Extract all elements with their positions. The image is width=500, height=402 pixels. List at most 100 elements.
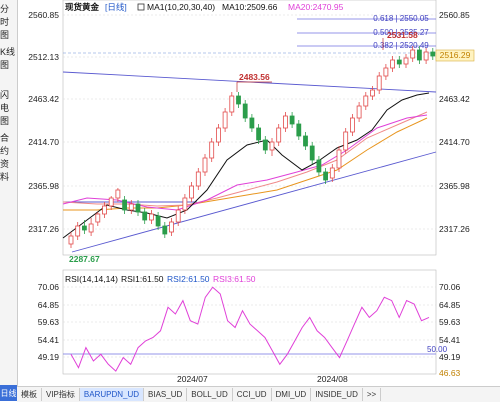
symbol-name: 现货黄金 (65, 2, 100, 12)
indicator-tab[interactable]: 模板 (17, 388, 42, 401)
price-axis-left-label: 2317.26 (28, 224, 59, 234)
rsi-axis-left-label: 54.41 (38, 335, 60, 345)
price-axis-left-label: 2560.85 (28, 10, 59, 20)
candle-body (309, 145, 315, 161)
indicator-tab[interactable]: BARUPDN_UD (79, 388, 145, 401)
price-axis-right: 2560.85 2463.42 2414.70 2365.98 2317.26 (439, 10, 470, 234)
sidebar-item[interactable]: 闪电图 (0, 88, 17, 127)
ma10-value: MA10:2509.66 (222, 2, 278, 12)
indicator-tab[interactable]: >> (363, 388, 382, 401)
candle-body (88, 223, 94, 233)
candlestick-series (68, 46, 436, 248)
rsi2-value: RSI2:61.50 (167, 274, 210, 284)
rsi-axis-left-label: 59.63 (38, 317, 60, 327)
ma30-line (62, 111, 428, 207)
candle-body (269, 141, 275, 151)
fib-level-0500: 0.500 | 2535.27 (373, 28, 429, 37)
sidebar-item-label: 图 (0, 116, 10, 126)
candle-body (316, 159, 322, 173)
candle-body (303, 135, 308, 147)
sidebar-item-label: K (0, 47, 7, 57)
indicator-toggle-icon[interactable] (137, 3, 145, 11)
indicator-tab[interactable]: INSIDE_UD (311, 388, 363, 401)
indicator-tab[interactable]: DMI_UD (272, 388, 312, 401)
sidebar-item[interactable]: 合约资料 (0, 131, 17, 183)
candle-body (195, 171, 201, 187)
price-axis-right-label: 2463.42 (439, 94, 470, 104)
indicator-tab[interactable]: VIP指标 (42, 388, 80, 401)
candle-body (102, 205, 107, 215)
date-label: 2024/08 (317, 374, 348, 384)
indicator-tab[interactable]: CCI_UD (233, 388, 272, 401)
candle-body (202, 157, 208, 173)
rsi-level-50-label: 50.00 (427, 345, 448, 354)
rsi-header: RSI(14,14,14) RSI1:61.50 RSI2:61.50 RSI3… (65, 274, 256, 284)
price-axis-right-label: 2414.70 (439, 137, 470, 147)
candle-body (262, 139, 268, 151)
candle-body (115, 189, 121, 199)
candle-body (175, 209, 181, 223)
candle-body (68, 235, 74, 245)
rsi-axis-left-label: 64.85 (38, 300, 60, 310)
candle-body (376, 75, 382, 91)
candle-body (296, 123, 302, 137)
sidebar-item-label: 合 (0, 133, 10, 143)
sidebar-item-label: 时 (0, 17, 10, 27)
rsi-axis-right: 70.06 64.85 59.63 54.41 49.19 46.63 (439, 282, 461, 378)
rsi-title: RSI(14,14,14) (65, 274, 118, 284)
candle-body (242, 103, 248, 119)
indicator-tab[interactable]: BIAS_UD (144, 388, 188, 401)
candle-body (256, 127, 262, 141)
candle-body (229, 95, 235, 113)
indicator-tab-bar: 模板 VIP指标 BARUPDN_UD BIAS_UD BOLL_UD CCI_UD DMI… (17, 386, 500, 402)
indicator-tab[interactable]: BOLL_UD (187, 388, 233, 401)
timeframe-label: 日线 (0, 388, 17, 398)
high-mark-label: 2531.58 (387, 30, 418, 40)
fib-level-0382: 0.382 | 2520.49 (373, 41, 429, 50)
rsi3-value: RSI3:61.50 (213, 274, 256, 284)
period-label: [日线] (105, 2, 127, 12)
ma40-line (63, 117, 428, 211)
rsi-axis-right-label: 59.63 (439, 317, 461, 327)
price-axis-left-label: 2365.98 (28, 181, 59, 191)
candle-body (128, 203, 134, 211)
candle-body (410, 49, 416, 59)
price-axis-left: 2560.85 2512.13 2463.42 2414.70 2365.98 … (28, 10, 59, 234)
rsi1-value: RSI1:61.50 (121, 274, 164, 284)
rsi-axis-right-label: 49.19 (439, 352, 461, 362)
rsi-axis-right-label: 70.06 (439, 282, 461, 292)
rsi-axis-left-label: 49.19 (38, 352, 60, 362)
candle-body (75, 225, 81, 237)
candle-body (329, 167, 335, 179)
candle-body (135, 203, 141, 213)
ma-setting[interactable]: MA1(10,20,30,40) (147, 2, 215, 12)
sidebar-item-label: 图 (0, 30, 10, 40)
price-axis-left-label: 2414.70 (28, 137, 59, 147)
rsi-axis-right-label: 54.41 (439, 335, 461, 345)
candle-body (249, 117, 255, 129)
main-header: 现货黄金 [日线] MA1(10,20,30,40) MA10:2509.66 … (65, 2, 344, 12)
candle-body (349, 117, 355, 133)
sidebar-item-label: 线 (6, 47, 16, 57)
candle-body (323, 171, 329, 181)
candle-body (390, 59, 396, 69)
price-axis-left-label: 2512.13 (28, 52, 59, 62)
sidebar-item-label: 闪 (0, 90, 10, 100)
mid-mark-label: 2483.56 (239, 72, 270, 82)
timeframe-button[interactable]: 日线 (0, 385, 17, 401)
candle-body (142, 211, 148, 221)
candle-body (169, 221, 174, 233)
candle-body (108, 197, 114, 207)
ma20-line (62, 114, 428, 211)
candle-body (189, 185, 195, 199)
candle-body (95, 213, 101, 223)
sidebar-item-label: 料 (0, 172, 10, 182)
kline-chart[interactable]: 0.618 | 2550.05 0.500 | 2535.27 0.382 | … (17, 0, 500, 384)
sidebar-item[interactable]: 分时图 (0, 2, 17, 41)
sidebar-item-label: 电 (0, 103, 10, 113)
fib-level-0618: 0.618 | 2550.05 (373, 14, 429, 23)
candle-body (336, 149, 342, 169)
candle-body (222, 111, 228, 129)
sidebar-item[interactable]: K线图 (0, 45, 17, 71)
current-price-tag: 2516.29 (440, 50, 471, 60)
